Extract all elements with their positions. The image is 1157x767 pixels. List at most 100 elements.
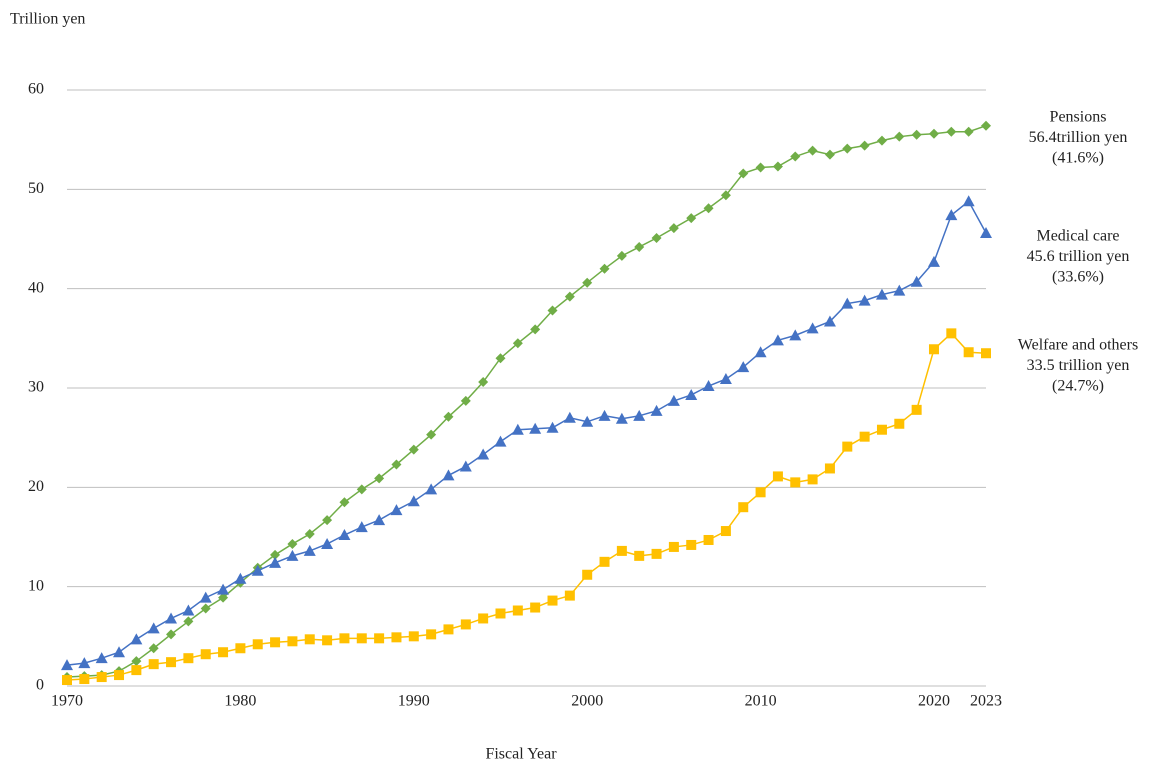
- marker: [598, 409, 611, 421]
- marker: [963, 347, 974, 358]
- marker: [719, 373, 732, 385]
- marker: [945, 209, 958, 221]
- marker: [494, 435, 507, 447]
- marker: [807, 145, 818, 156]
- marker: [894, 418, 905, 429]
- marker: [928, 344, 939, 355]
- marker: [408, 631, 419, 642]
- marker: [582, 277, 593, 288]
- marker: [322, 635, 333, 646]
- marker: [963, 126, 974, 137]
- series-line: [66, 332, 987, 681]
- y-tick-label: 60: [28, 81, 44, 98]
- marker: [667, 394, 680, 406]
- marker: [858, 294, 871, 306]
- marker: [911, 404, 922, 415]
- y-tick-label: 10: [28, 577, 44, 594]
- marker: [148, 659, 159, 670]
- marker: [876, 135, 887, 146]
- marker: [373, 514, 386, 526]
- marker: [304, 634, 315, 645]
- marker: [235, 643, 246, 654]
- marker: [338, 529, 351, 541]
- marker: [875, 288, 888, 300]
- annotation: (41.6%): [1052, 150, 1104, 167]
- marker: [183, 653, 194, 664]
- marker: [703, 203, 714, 214]
- marker: [304, 529, 315, 540]
- marker: [460, 395, 471, 406]
- marker: [443, 411, 454, 422]
- marker: [251, 564, 264, 576]
- y-axis-label: Trillion yen: [10, 11, 85, 28]
- marker: [459, 460, 472, 472]
- marker: [390, 504, 403, 516]
- marker: [147, 622, 160, 634]
- marker: [634, 550, 645, 561]
- marker: [824, 463, 835, 474]
- marker: [789, 329, 802, 341]
- marker: [234, 572, 247, 584]
- marker: [374, 473, 385, 484]
- y-tick-label: 0: [36, 677, 44, 694]
- marker: [668, 223, 679, 234]
- marker: [183, 616, 194, 627]
- marker: [426, 429, 437, 440]
- marker: [478, 377, 489, 388]
- marker: [62, 675, 72, 686]
- marker: [668, 541, 679, 552]
- marker: [738, 502, 749, 513]
- marker: [859, 431, 870, 442]
- y-tick-label: 30: [28, 379, 44, 396]
- marker: [806, 322, 819, 334]
- annotation: (24.7%): [1052, 378, 1104, 395]
- marker: [564, 291, 575, 302]
- marker: [95, 652, 108, 664]
- marker: [686, 213, 697, 224]
- marker: [841, 297, 854, 309]
- marker: [165, 612, 178, 624]
- y-tick-label: 50: [28, 180, 44, 197]
- marker: [842, 441, 853, 452]
- marker: [182, 604, 195, 616]
- marker: [478, 613, 489, 624]
- marker: [269, 556, 282, 568]
- marker: [391, 459, 402, 470]
- marker: [547, 595, 558, 606]
- annotation: (33.6%): [1052, 269, 1104, 286]
- marker: [927, 255, 940, 267]
- marker: [442, 469, 455, 481]
- marker: [166, 629, 177, 640]
- marker: [148, 643, 159, 654]
- marker: [685, 388, 698, 400]
- marker: [616, 545, 627, 556]
- x-tick-label: 2000: [571, 693, 603, 710]
- marker: [894, 131, 905, 142]
- marker: [355, 521, 368, 533]
- marker: [374, 633, 385, 644]
- x-tick-label: 1970: [51, 693, 83, 710]
- marker: [650, 404, 663, 416]
- marker: [495, 353, 506, 364]
- marker: [616, 250, 627, 261]
- marker: [946, 328, 957, 339]
- marker: [443, 624, 454, 635]
- marker: [356, 633, 367, 644]
- y-tick-label: 40: [28, 279, 44, 296]
- marker: [772, 161, 783, 172]
- marker: [823, 315, 836, 327]
- marker: [512, 605, 523, 616]
- marker: [200, 649, 211, 660]
- marker: [199, 591, 212, 603]
- marker: [755, 162, 766, 173]
- marker: [270, 549, 281, 560]
- marker: [356, 484, 367, 495]
- legend-label: Medical care: [1036, 228, 1119, 245]
- marker: [321, 537, 334, 549]
- marker: [893, 284, 906, 296]
- marker: [391, 632, 402, 643]
- marker: [408, 444, 419, 455]
- marker: [599, 263, 610, 274]
- marker: [425, 483, 438, 495]
- marker: [166, 657, 177, 668]
